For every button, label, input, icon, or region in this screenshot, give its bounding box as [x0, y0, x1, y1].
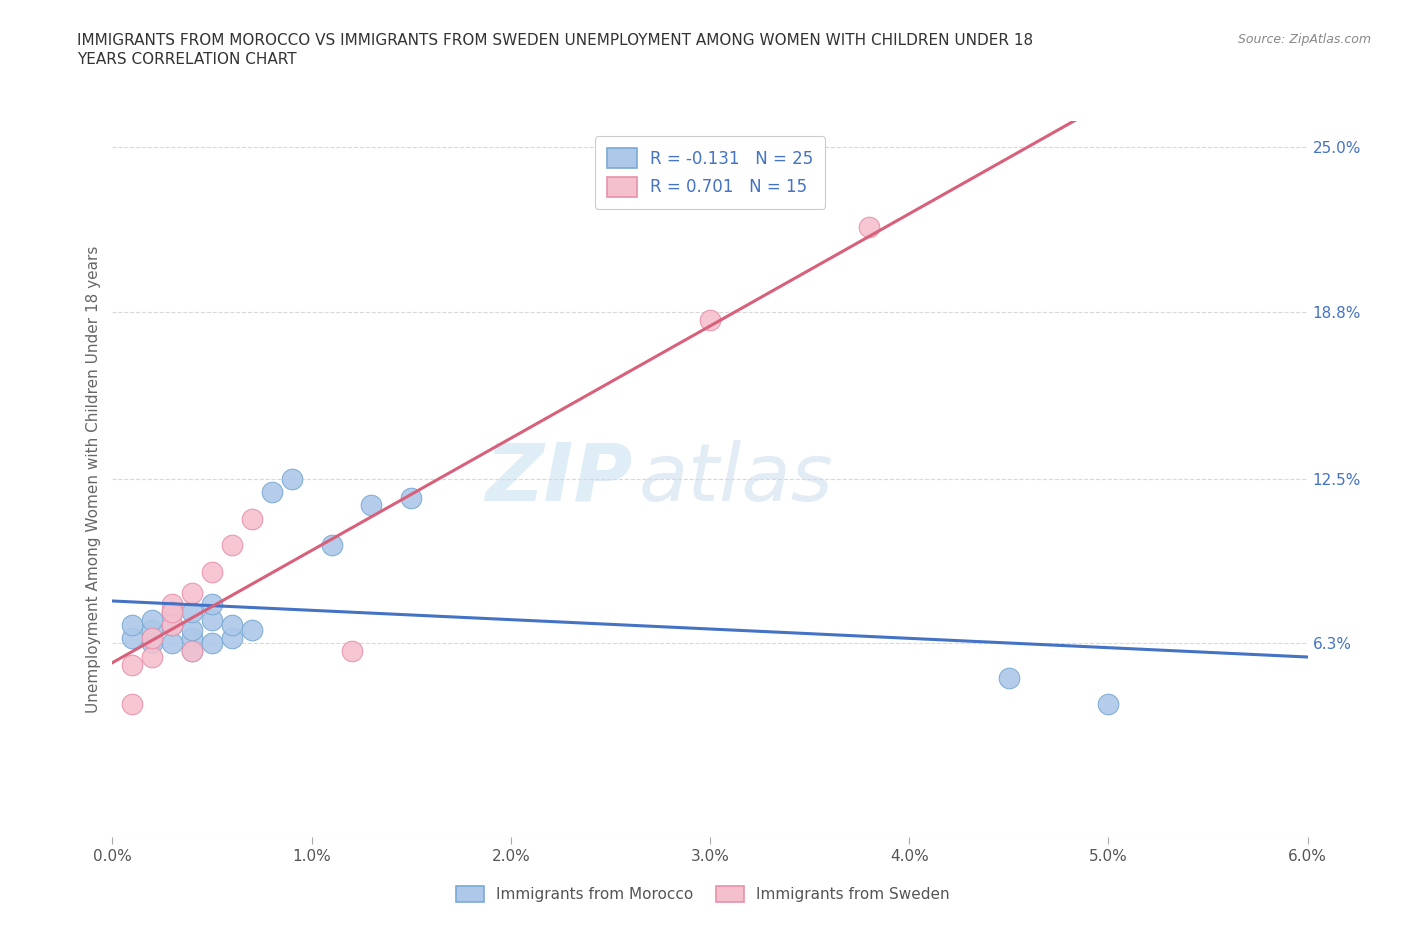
Point [240, 512, 263, 526]
Text: atlas: atlas [638, 440, 834, 518]
Point [181, 604, 204, 619]
Point [141, 623, 163, 638]
Point [141, 612, 163, 627]
Point [162, 604, 183, 619]
Point [121, 631, 143, 645]
Point [201, 565, 224, 579]
Point [201, 636, 224, 651]
Point [162, 604, 183, 619]
Point [221, 631, 243, 645]
Point [162, 618, 183, 632]
Text: ZIP: ZIP [485, 440, 633, 518]
Point [181, 644, 204, 658]
Point [141, 631, 163, 645]
Point [141, 636, 163, 651]
Point [240, 623, 263, 638]
Point [340, 644, 363, 658]
Legend: Immigrants from Morocco, Immigrants from Sweden: Immigrants from Morocco, Immigrants from… [450, 880, 956, 909]
Point [141, 649, 163, 664]
Point [201, 596, 224, 611]
Point [221, 538, 243, 552]
Point [221, 618, 243, 632]
Point [121, 697, 143, 711]
Point [281, 472, 304, 486]
Point [699, 312, 721, 327]
Point [260, 485, 283, 499]
Point [181, 586, 204, 601]
Point [998, 671, 1021, 685]
Y-axis label: Unemployment Among Women with Children Under 18 years: Unemployment Among Women with Children U… [86, 246, 101, 712]
Point [121, 618, 143, 632]
Point [121, 658, 143, 672]
Point [401, 490, 423, 505]
Point [162, 636, 183, 651]
Point [181, 623, 204, 638]
Point [858, 219, 880, 234]
Text: IMMIGRANTS FROM MOROCCO VS IMMIGRANTS FROM SWEDEN UNEMPLOYMENT AMONG WOMEN WITH : IMMIGRANTS FROM MOROCCO VS IMMIGRANTS FR… [77, 33, 1033, 67]
Text: Source: ZipAtlas.com: Source: ZipAtlas.com [1237, 33, 1371, 46]
Point [181, 631, 204, 645]
Point [201, 612, 224, 627]
Point [360, 498, 382, 513]
Legend: R = -0.131   N = 25, R = 0.701   N = 15: R = -0.131 N = 25, R = 0.701 N = 15 [595, 137, 825, 208]
Point [162, 596, 183, 611]
Point [162, 618, 183, 632]
Point [1097, 697, 1119, 711]
Point [321, 538, 343, 552]
Point [181, 644, 204, 658]
